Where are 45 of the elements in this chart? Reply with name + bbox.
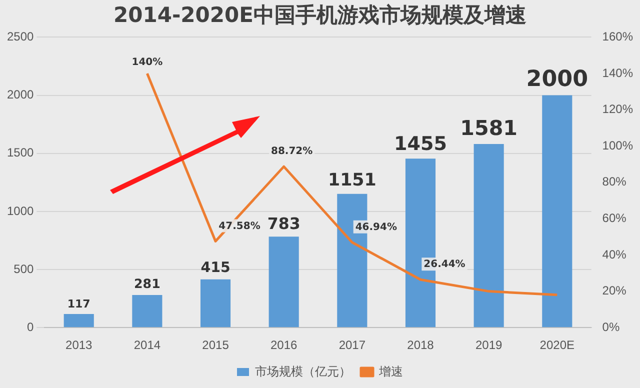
bar	[200, 279, 231, 328]
data-label: 88.72%	[271, 146, 313, 158]
y-tick-label: 1500	[6, 146, 34, 160]
bar	[132, 294, 162, 328]
y2-tick-label: 60%	[602, 211, 627, 226]
legend-label: 市场规模（亿元）	[255, 364, 351, 378]
x-tick-label: 2017	[338, 338, 366, 352]
bar	[64, 314, 94, 328]
y-tick-label: 0	[27, 320, 34, 334]
data-label: 1581	[460, 116, 518, 140]
legend-label: 增速	[378, 364, 403, 378]
bar	[542, 95, 572, 328]
x-tick-label: 2020E	[540, 338, 574, 352]
y2-tick-label: 20%	[602, 284, 627, 298]
y2-tick-label: 100%	[602, 138, 634, 152]
x-tick-label: 2013	[66, 338, 93, 352]
y-tick-label: 500	[14, 262, 34, 276]
data-label: 26.44%	[424, 259, 466, 270]
data-label: 46.94%	[355, 222, 397, 233]
data-label: 1151	[328, 170, 376, 191]
y2-tick-label: 160%	[602, 30, 634, 44]
x-tick-label: 2016	[270, 338, 298, 352]
x-tick-label: 2019	[475, 338, 502, 352]
data-label: 783	[267, 214, 300, 233]
data-label: 140%	[132, 57, 163, 68]
data-label: 2000	[526, 66, 588, 92]
y-tick-label: 2000	[6, 88, 34, 102]
data-label: 47.58%	[218, 220, 260, 232]
y-tick-label: 2500	[6, 30, 34, 44]
data-label: 117	[67, 297, 90, 310]
chart-title: 2014-2020E中国手机游戏市场规模及增速	[114, 3, 526, 28]
x-tick-label: 2014	[134, 338, 161, 352]
bar	[474, 144, 504, 328]
x-tick-label: 2015	[202, 338, 230, 352]
data-label: 415	[200, 260, 230, 276]
y2-tick-label: 80%	[602, 174, 627, 189]
x-tick-label: 2018	[407, 338, 434, 352]
data-label: 1455	[394, 133, 447, 156]
y2-tick-label: 140%	[602, 66, 634, 80]
bar	[268, 236, 299, 328]
y2-tick-label: 120%	[602, 102, 634, 116]
y-tick-label: 1000	[6, 204, 34, 218]
data-label: 281	[134, 276, 160, 291]
y2-tick-label: 0%	[602, 320, 620, 334]
y2-tick-label: 40%	[602, 247, 627, 262]
